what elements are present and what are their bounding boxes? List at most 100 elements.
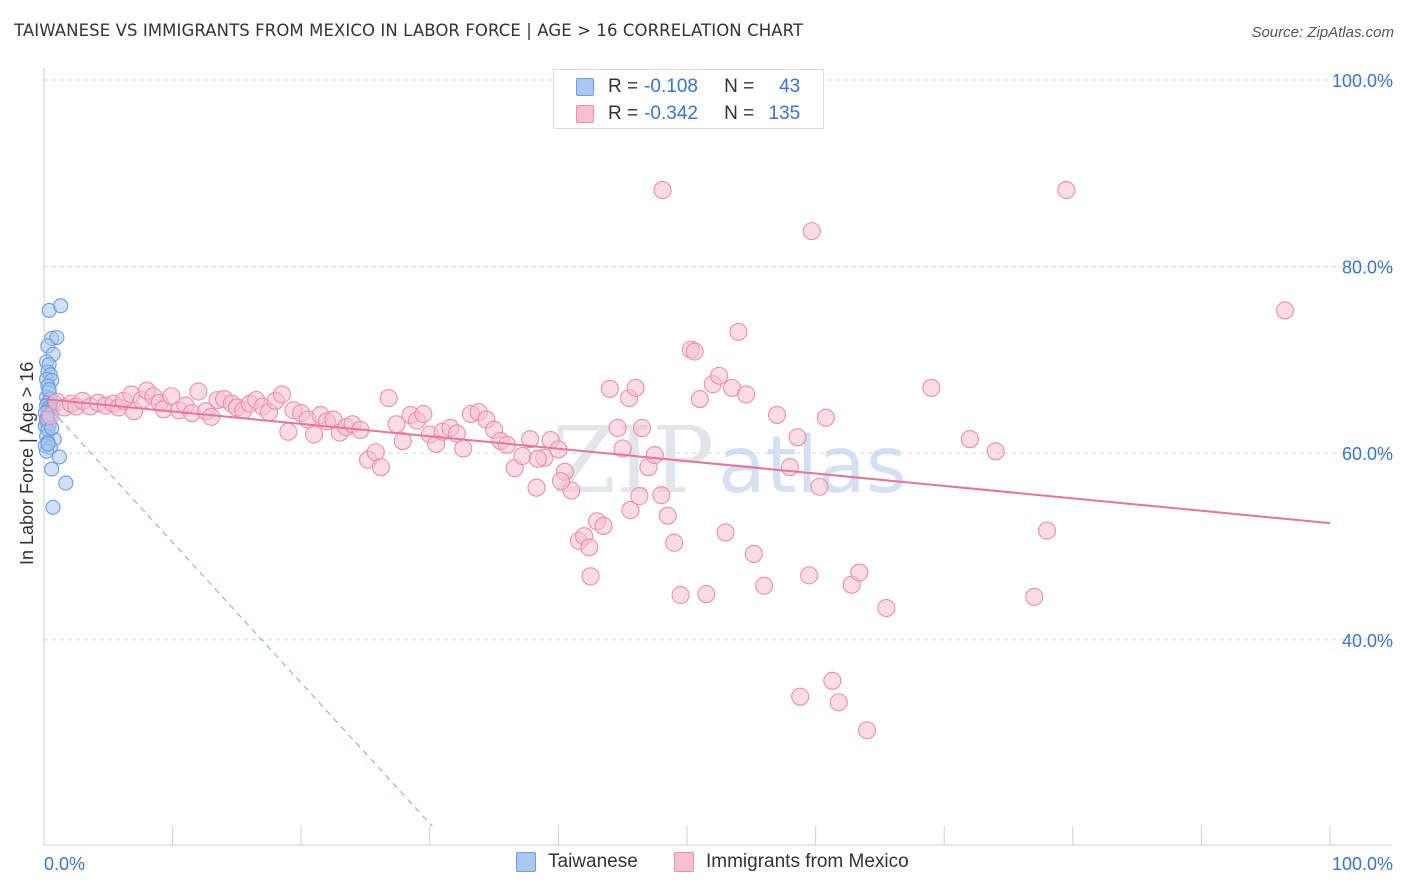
point-taiwanese bbox=[51, 449, 67, 465]
point-taiwanese bbox=[44, 461, 60, 477]
point-mexico bbox=[632, 418, 652, 438]
point-mexico bbox=[645, 445, 664, 465]
legend-row-mexico: R = -0.342 N = 135 bbox=[576, 102, 800, 126]
point-mexico bbox=[626, 378, 645, 397]
legend-n-label: N = bbox=[724, 103, 755, 124]
point-mexico bbox=[850, 563, 869, 582]
point-mexico bbox=[527, 478, 546, 497]
series-label-taiwanese: Taiwanese bbox=[548, 851, 638, 872]
point-mexico bbox=[716, 523, 735, 542]
point-mexico bbox=[829, 693, 848, 712]
point-mexico bbox=[521, 430, 540, 449]
tick-labels: 40.0% 60.0% 80.0% 100.0% 0.0% 100.0% bbox=[44, 71, 1393, 874]
y-axis-label: In Labor Force | Age > 16 bbox=[17, 361, 37, 565]
point-taiwanese bbox=[40, 436, 56, 452]
point-mexico bbox=[630, 487, 649, 506]
series-legend-mexico: Immigrants from Mexico bbox=[674, 851, 909, 873]
point-mexico bbox=[791, 687, 810, 706]
point-mexico bbox=[737, 385, 756, 404]
point-mexico bbox=[780, 458, 799, 477]
point-mexico bbox=[279, 422, 298, 441]
point-mexico bbox=[960, 430, 979, 449]
grid-lines bbox=[44, 79, 1392, 641]
point-mexico bbox=[621, 501, 640, 520]
point-mexico bbox=[710, 366, 729, 385]
point-mexico bbox=[810, 477, 829, 496]
point-mexico bbox=[823, 671, 842, 690]
point-mexico bbox=[189, 382, 208, 401]
point-mexico bbox=[816, 408, 835, 427]
y-tick-label: 100.0% bbox=[1332, 71, 1393, 91]
point-mexico bbox=[528, 449, 547, 468]
point-mexico bbox=[744, 544, 763, 563]
point-mexico bbox=[697, 584, 716, 604]
series-swatch-taiwanese bbox=[516, 852, 536, 872]
point-mexico bbox=[162, 387, 181, 406]
trend-lines bbox=[43, 398, 1331, 827]
point-mexico bbox=[594, 516, 613, 535]
series-swatch-mexico bbox=[674, 852, 694, 872]
data-points bbox=[37, 181, 1295, 740]
correlation-legend: R = -0.108 N = 43 R = -0.342 N = 135 bbox=[553, 69, 824, 129]
y-tick-label: 80.0% bbox=[1342, 258, 1393, 278]
legend-row-taiwanese: R = -0.108 N = 43 bbox=[576, 75, 800, 99]
point-mexico bbox=[581, 567, 600, 586]
trend-line-mexico bbox=[43, 398, 1331, 525]
point-mexico bbox=[922, 378, 941, 397]
point-mexico bbox=[580, 538, 599, 557]
point-taiwanese bbox=[45, 499, 61, 515]
trend-line-taiwanese bbox=[43, 401, 433, 827]
watermark: ZIP atlas bbox=[552, 407, 907, 514]
point-mexico bbox=[393, 431, 412, 451]
point-mexico bbox=[454, 439, 473, 458]
point-mexico bbox=[305, 425, 324, 444]
point-mexico bbox=[1275, 301, 1295, 320]
legend-swatch-mexico bbox=[576, 105, 594, 123]
point-mexico bbox=[755, 576, 774, 595]
watermark-atlas: atlas bbox=[718, 421, 907, 511]
series-label-mexico: Immigrants from Mexico bbox=[706, 851, 909, 872]
point-mexico bbox=[729, 322, 748, 341]
legend-r-value: -0.108 bbox=[644, 76, 698, 97]
point-taiwanese bbox=[53, 298, 69, 314]
legend-n-value: 135 bbox=[768, 103, 801, 124]
point-mexico bbox=[379, 389, 398, 408]
x-tick-label-max: 100.0% bbox=[1332, 854, 1393, 874]
point-mexico bbox=[600, 379, 619, 398]
legend-n-value: 43 bbox=[779, 76, 801, 97]
y-tick-label: 40.0% bbox=[1342, 631, 1393, 651]
point-mexico bbox=[608, 418, 627, 438]
point-mexico bbox=[371, 458, 390, 477]
point-mexico bbox=[986, 442, 1005, 461]
legend-r-label: R = bbox=[608, 103, 639, 124]
point-mexico bbox=[513, 446, 532, 466]
point-mexico bbox=[613, 439, 632, 458]
point-mexico bbox=[652, 486, 671, 505]
point-mexico bbox=[551, 472, 571, 491]
point-mexico bbox=[665, 533, 684, 552]
point-mexico bbox=[653, 181, 672, 200]
point-mexico bbox=[767, 405, 787, 424]
legend-n-label: N = bbox=[724, 76, 755, 97]
point-mexico bbox=[685, 342, 704, 361]
y-tick-label: 60.0% bbox=[1342, 444, 1393, 464]
point-mexico bbox=[671, 585, 690, 605]
point-mexico bbox=[857, 721, 877, 740]
series-legend-taiwanese: Taiwanese bbox=[516, 851, 638, 873]
point-mexico bbox=[690, 390, 709, 409]
point-mexico bbox=[877, 598, 896, 618]
point-mexico bbox=[1025, 587, 1044, 606]
point-mexico bbox=[272, 385, 291, 404]
point-mexico bbox=[658, 506, 677, 525]
point-mexico bbox=[802, 222, 821, 241]
point-mexico bbox=[800, 566, 819, 585]
legend-swatch-taiwanese bbox=[576, 78, 594, 96]
point-mexico bbox=[788, 428, 807, 447]
point-mexico bbox=[1038, 521, 1057, 540]
point-taiwanese bbox=[58, 475, 74, 491]
point-mexico bbox=[202, 407, 221, 426]
x-tick-label-min: 0.0% bbox=[44, 854, 85, 874]
point-mexico bbox=[414, 404, 433, 424]
chart-source: Source: ZipAtlas.com bbox=[1251, 24, 1394, 41]
